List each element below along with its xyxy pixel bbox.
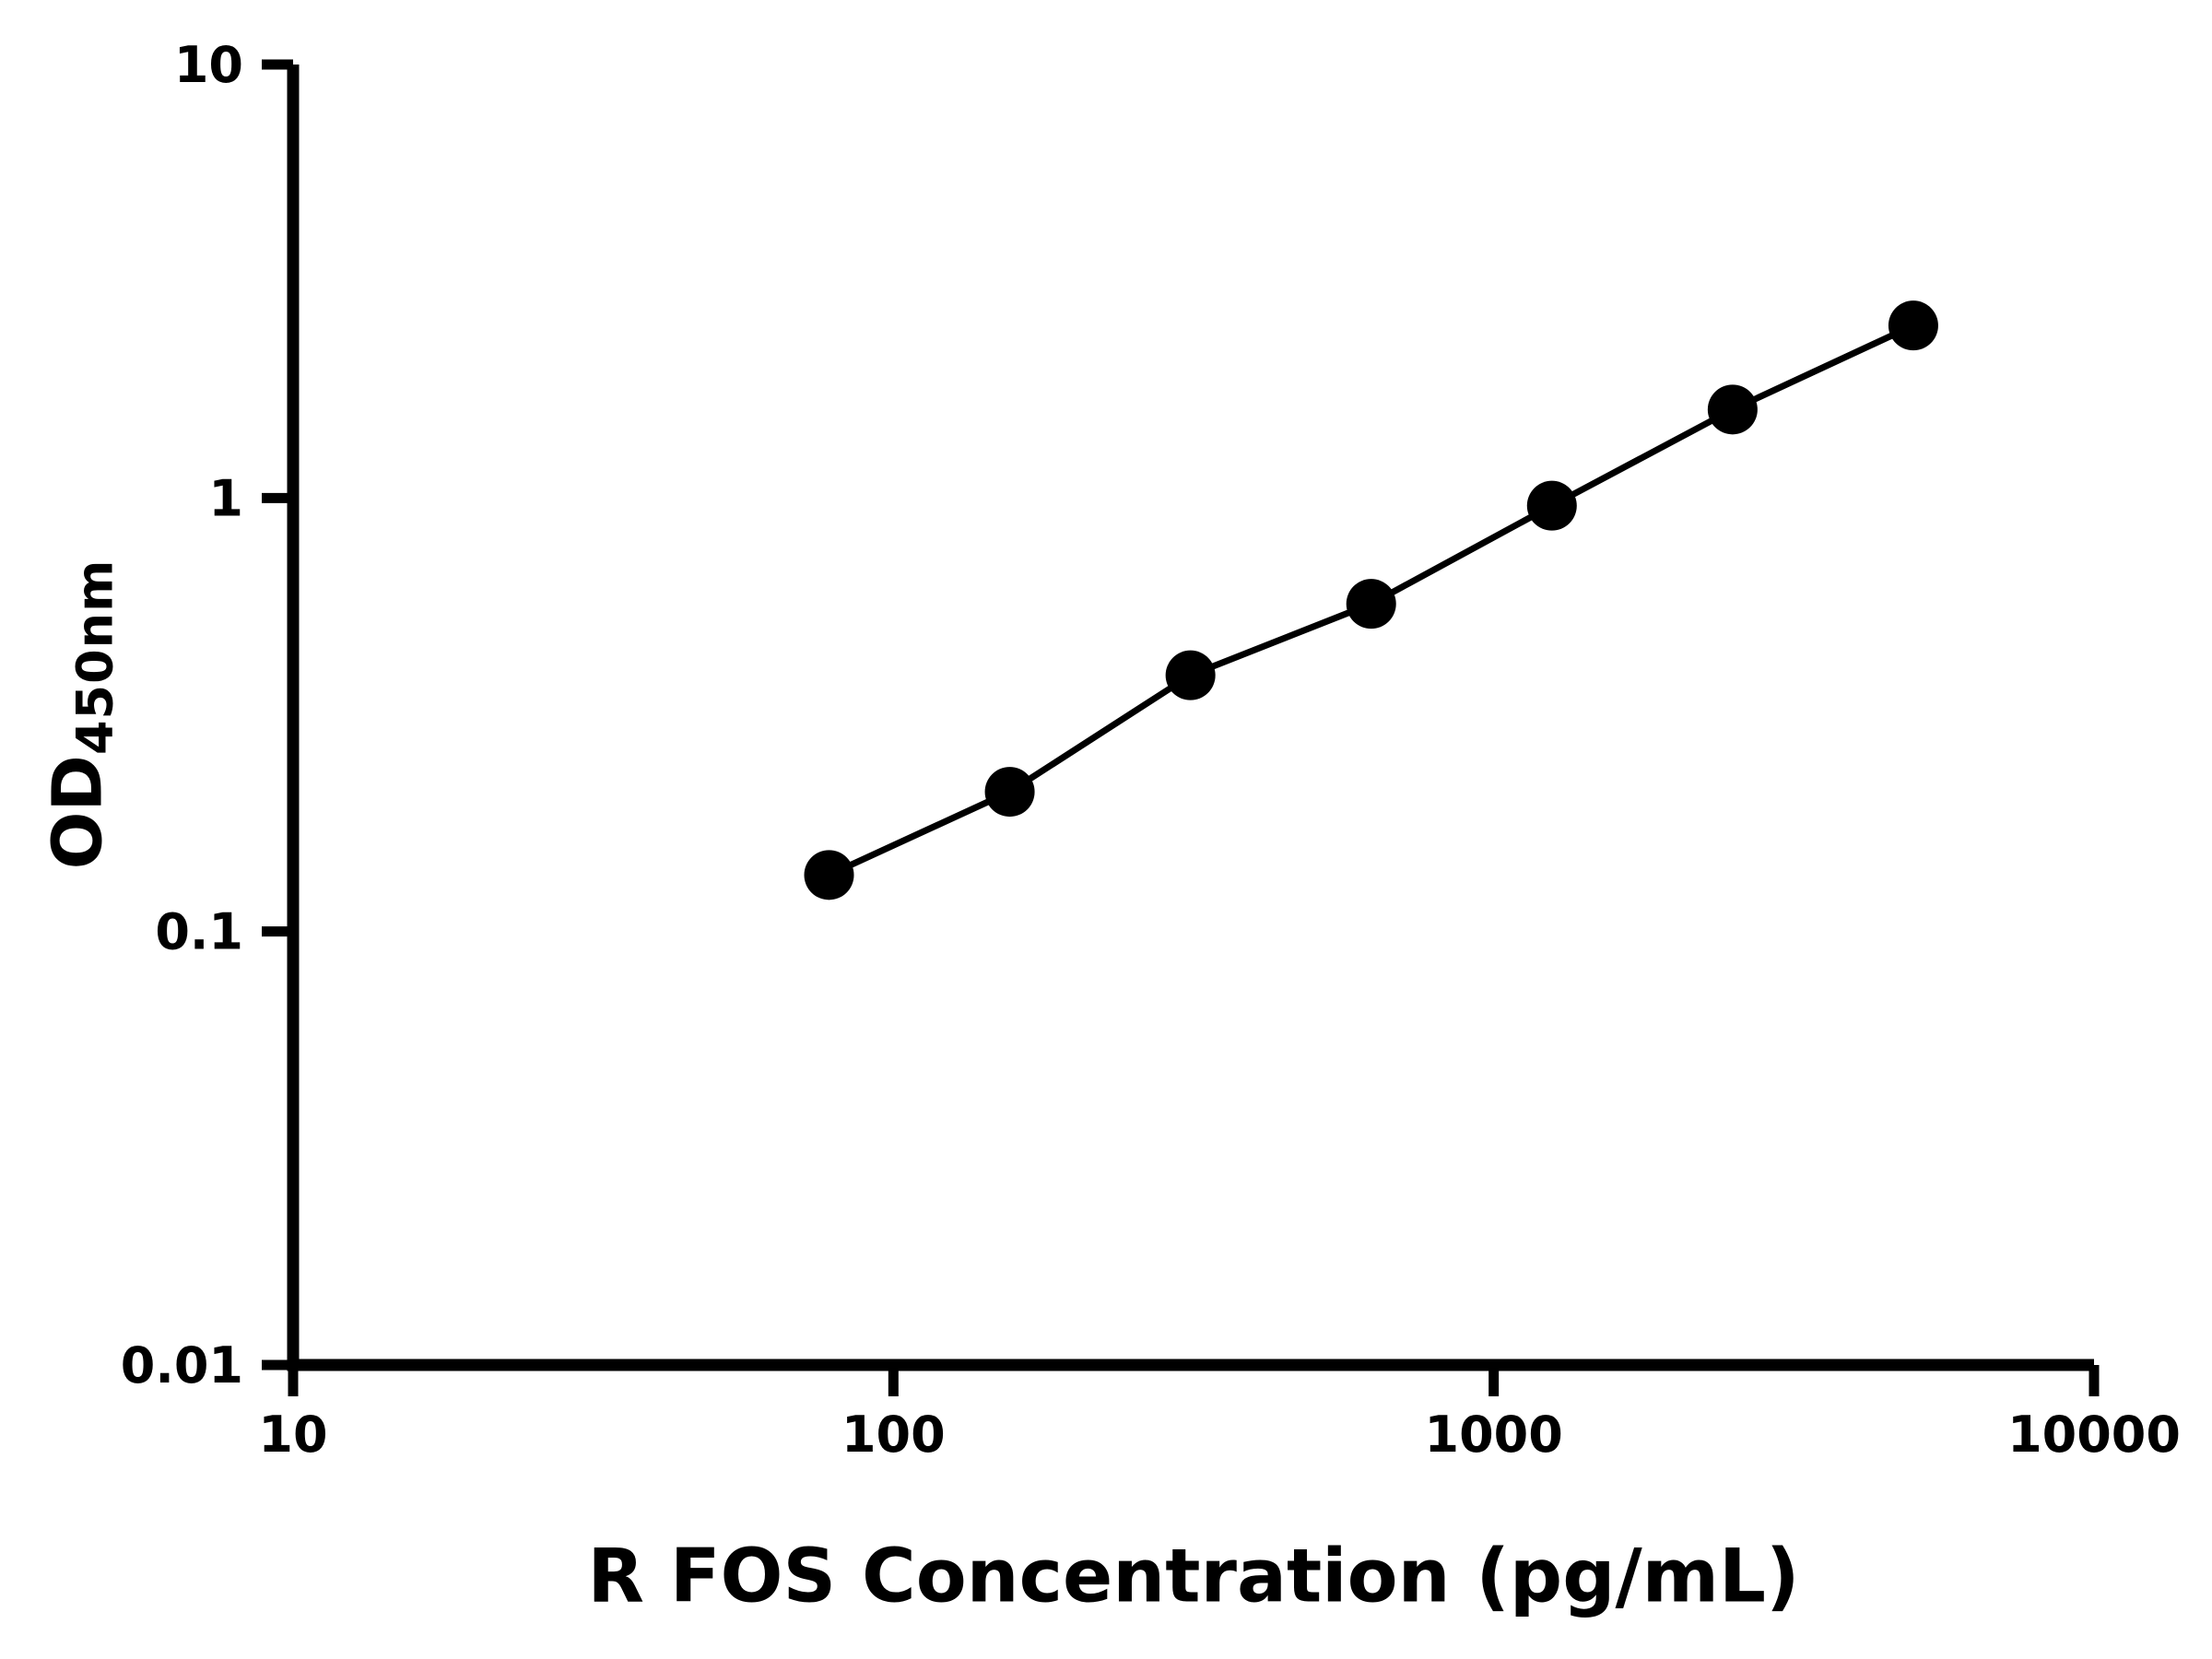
axis-spines [287,65,2094,1371]
y-tick-label: 0.1 [155,903,243,961]
data-point [1888,300,1938,351]
y-tick-label: 1 [208,469,243,527]
x-tick-label: 1000 [1425,1406,1563,1464]
data-point [1526,480,1577,531]
y-axis-title-subscript: 450nm [65,559,124,756]
y-tick-label: 10 [174,36,243,94]
y-axis-title-main: OD [38,755,118,870]
data-point [1346,579,1396,629]
x-axis-title: R FOS Concentration (pg/mL) [587,1533,1800,1619]
y-axis-ticks: 0.01 0.1 1 10 [121,36,293,1394]
series-points [804,300,1938,900]
x-axis-ticks: 10 100 1000 10000 [258,1365,2181,1464]
x-tick-label: 10000 [2007,1406,2181,1464]
y-tick-label: 0.01 [121,1336,243,1394]
data-point [984,767,1035,818]
data-point [1707,384,1758,435]
data-point [804,850,854,900]
x-tick-label: 100 [841,1406,946,1464]
data-point [1165,650,1216,700]
y-axis-title: OD450nm [39,559,124,870]
x-tick-label: 10 [258,1406,327,1464]
